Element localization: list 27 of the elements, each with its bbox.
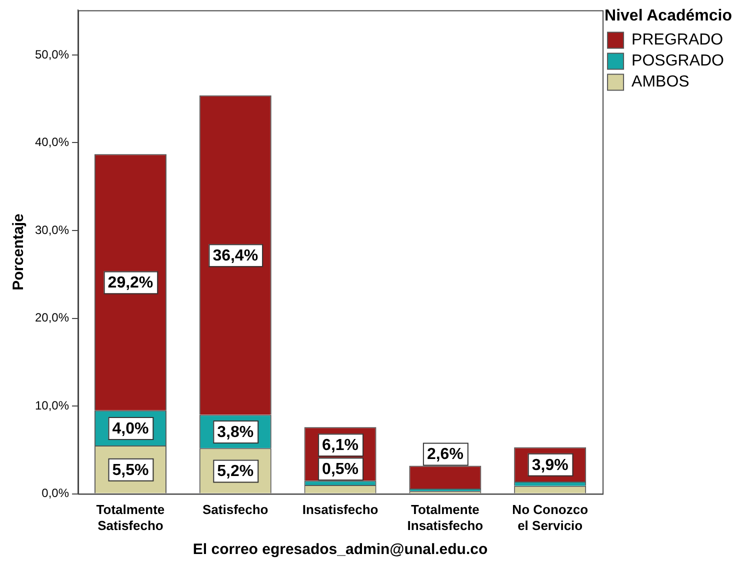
data-label: 6,1% [322, 437, 359, 454]
y-tick-label: 20,0% [34, 310, 70, 325]
data-label: 36,4% [212, 247, 258, 264]
y-tick-label: 40,0% [34, 135, 70, 150]
legend-label: POSGRADO [632, 52, 724, 70]
data-label: 5,2% [217, 463, 254, 480]
legend-label: AMBOS [632, 74, 690, 91]
legend-label: PREGRADO [632, 32, 724, 49]
data-label: 0,5% [322, 461, 359, 478]
data-label: 3,9% [532, 456, 568, 474]
x-tick-label: Totalmente Insatisfecho [407, 502, 484, 533]
legend-title: Nivel Académcio [604, 7, 732, 24]
x-tick-label: Satisfecho [202, 502, 268, 518]
y-axis-title: Porcentaje [10, 214, 28, 290]
data-label: 2,6% [426, 446, 464, 464]
x-axis-title: El correo egresados_admin@unal.edu.co [192, 541, 488, 558]
x-tick-label: Totalmente Satisfecho [96, 502, 165, 533]
data-label: 29,2% [108, 274, 154, 292]
x-tick-label: No Conozco el Servicio [512, 502, 588, 533]
y-tick-label: 30,0% [34, 222, 70, 237]
y-tick-label: 10,0% [34, 398, 70, 412]
data-label: 4,0% [112, 420, 149, 438]
data-label: 3,8% [217, 424, 254, 441]
y-tick-label: 50,0% [34, 47, 70, 62]
data-label: 5,5% [112, 462, 149, 479]
y-tick-label: 0,0% [42, 486, 70, 500]
x-tick-label: Insatisfecho [302, 502, 378, 518]
